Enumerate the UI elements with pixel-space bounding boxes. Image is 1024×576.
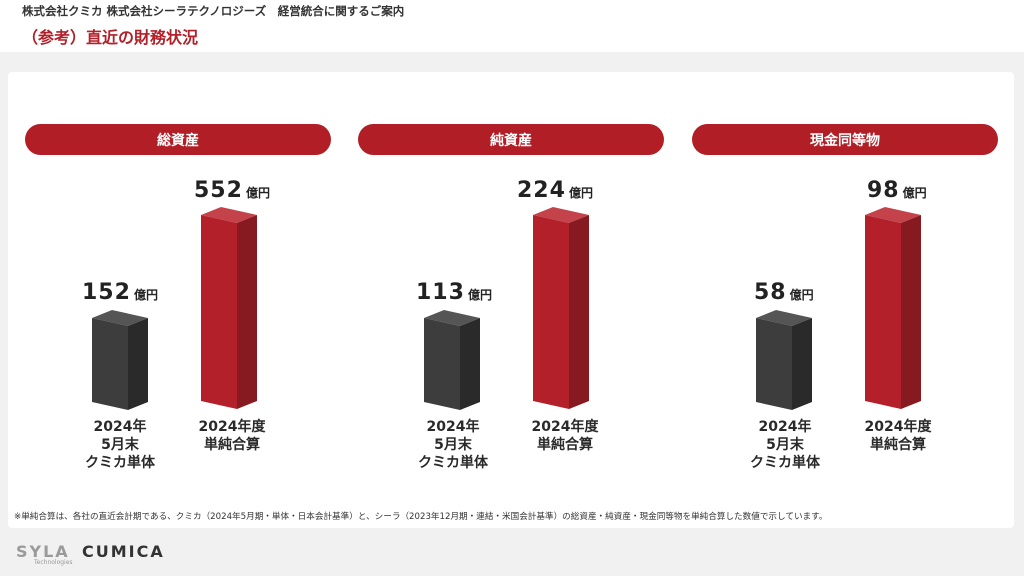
bar-caption: 2024年度 単純合算 bbox=[505, 418, 625, 454]
bar-kumica-net-assets bbox=[424, 310, 480, 410]
value-number: 152 bbox=[82, 280, 131, 305]
value-unit: 億円 bbox=[568, 186, 593, 200]
caption-line: 2024年 bbox=[93, 419, 147, 435]
content-card: 総資産 純資産 現金同等物 152 億円 2024年 5月末 クミカ単体 552 億… bbox=[8, 72, 1014, 528]
bar-combined-net-assets bbox=[533, 207, 589, 409]
caption-line: クミカ単体 bbox=[85, 455, 155, 471]
caption-line: 2024年度 bbox=[864, 419, 932, 435]
caption-line: 5月末 bbox=[101, 437, 139, 453]
caption-line: 5月末 bbox=[766, 437, 804, 453]
value-label: 152 億円 bbox=[82, 280, 158, 305]
footnote: ※単純合算は、各社の直近会計期である、クミカ（2024年5月期・単体・日本会計基… bbox=[14, 512, 828, 522]
caption-line: 単純合算 bbox=[870, 437, 926, 453]
bar-caption: 2024年度 単純合算 bbox=[172, 418, 292, 454]
value-unit: 億円 bbox=[902, 186, 927, 200]
cumica-logo: CUMICA bbox=[82, 542, 165, 561]
value-number: 113 bbox=[416, 280, 465, 305]
bar-combined-cash bbox=[865, 207, 921, 409]
caption-line: 単純合算 bbox=[204, 437, 260, 453]
value-unit: 億円 bbox=[133, 288, 158, 302]
value-unit: 億円 bbox=[245, 186, 270, 200]
caption-line: 2024年 bbox=[758, 419, 812, 435]
header-bar: 株式会社クミカ 株式会社シーラテクノロジーズ 経営統合に関するご案内 （参考）直… bbox=[0, 0, 1024, 52]
value-label: 552 億円 bbox=[194, 178, 270, 203]
bar-caption: 2024年 5月末 クミカ単体 bbox=[60, 418, 180, 472]
caption-line: 単純合算 bbox=[537, 437, 593, 453]
value-number: 224 bbox=[517, 178, 566, 203]
value-number: 58 bbox=[754, 280, 787, 305]
bar-kumica-cash bbox=[756, 310, 812, 410]
bar-caption: 2024年度 単純合算 bbox=[838, 418, 958, 454]
page-title: （参考）直近の財務状況 bbox=[22, 28, 199, 47]
value-label: 113 億円 bbox=[416, 280, 492, 305]
syla-logo-subtitle: Technologies bbox=[34, 559, 73, 566]
syla-logo: SYLA bbox=[16, 542, 70, 561]
caption-line: 2024年度 bbox=[198, 419, 266, 435]
value-label: 58 億円 bbox=[754, 280, 814, 305]
panel-title-total-assets: 総資産 bbox=[25, 124, 331, 155]
value-label: 224 億円 bbox=[517, 178, 593, 203]
caption-line: クミカ単体 bbox=[750, 455, 820, 471]
value-unit: 億円 bbox=[467, 288, 492, 302]
bar-combined-total-assets bbox=[201, 207, 257, 409]
panel-title-net-assets: 純資産 bbox=[358, 124, 664, 155]
value-unit: 億円 bbox=[789, 288, 814, 302]
panel-title-cash: 現金同等物 bbox=[692, 124, 998, 155]
value-label: 98 億円 bbox=[867, 178, 927, 203]
caption-line: 2024年度 bbox=[531, 419, 599, 435]
bar-caption: 2024年 5月末 クミカ単体 bbox=[393, 418, 513, 472]
bar-kumica-total-assets bbox=[92, 310, 148, 410]
value-number: 552 bbox=[194, 178, 243, 203]
caption-line: クミカ単体 bbox=[418, 455, 488, 471]
value-number: 98 bbox=[867, 178, 900, 203]
caption-line: 2024年 bbox=[426, 419, 480, 435]
caption-line: 5月末 bbox=[434, 437, 472, 453]
document-title: 株式会社クミカ 株式会社シーラテクノロジーズ 経営統合に関するご案内 bbox=[22, 4, 405, 18]
bar-caption: 2024年 5月末 クミカ単体 bbox=[725, 418, 845, 472]
